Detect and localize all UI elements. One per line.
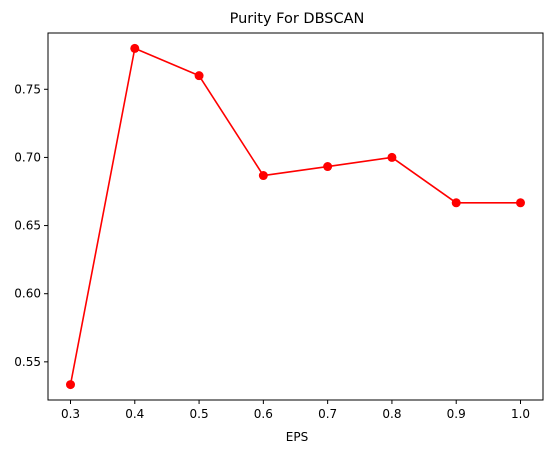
axis-ticks: 0.3 0.4 0.5 0.6 0.7 0.8 0.9 1.0 0.55 0.60 0.65 0.70…: [14, 82, 530, 421]
y-tick-label: 0.55: [14, 355, 41, 369]
plot-frame: [47, 32, 544, 401]
y-tick-label: 0.75: [14, 82, 41, 96]
x-tick-label: 0.8: [382, 407, 401, 421]
y-tick-label: 0.70: [14, 150, 41, 164]
x-tick-label: 0.6: [254, 407, 273, 421]
x-axis-label: EPS: [286, 430, 308, 444]
x-tick-label: 0.7: [318, 407, 337, 421]
x-tick-label: 0.9: [447, 407, 466, 421]
data-point: [66, 380, 75, 390]
data-point: [516, 198, 525, 208]
chart-title: Purity For DBSCAN: [230, 11, 365, 27]
data-point: [323, 162, 333, 172]
data-point: [130, 43, 140, 53]
x-tick-label: 0.5: [190, 407, 209, 421]
x-tick-label: 0.3: [61, 407, 80, 421]
data-point: [451, 198, 461, 208]
data-point: [194, 71, 204, 81]
data-point: [258, 171, 268, 181]
y-tick-label: 0.60: [14, 287, 41, 301]
y-tick-label: 0.65: [14, 219, 41, 233]
x-tick-label: 1.0: [511, 407, 530, 421]
plot-area: [66, 43, 525, 390]
series-line: [69, 47, 521, 385]
data-point: [387, 152, 397, 162]
x-tick-label: 0.4: [125, 407, 144, 421]
